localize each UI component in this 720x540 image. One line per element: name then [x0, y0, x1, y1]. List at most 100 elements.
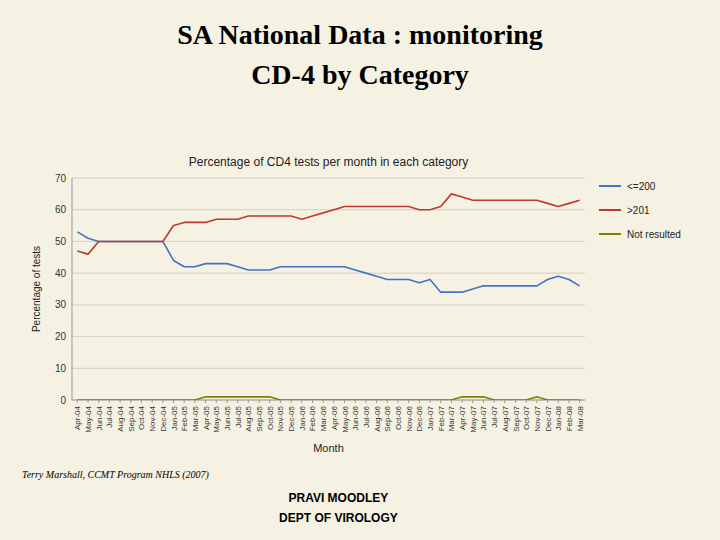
x-tick-label: Nov-05 [276, 405, 285, 431]
slide-title: SA National Data : monitoring [177, 19, 543, 50]
grid-line [72, 336, 585, 337]
x-tick [355, 400, 356, 403]
x-tick [205, 400, 206, 403]
legend: <=200 >201 Not resulted [599, 181, 681, 240]
x-tick-label: Apr-05 [202, 405, 211, 430]
x-tick [248, 400, 249, 403]
x-tick-label: Nov-06 [405, 405, 414, 431]
x-tick [579, 400, 580, 403]
x-tick [77, 400, 78, 403]
x-tick-label: Aug-06 [373, 405, 382, 431]
x-tick [259, 400, 260, 403]
slide-title: CD-4 by Category [251, 59, 469, 90]
x-tick-label: Sep-04 [127, 405, 136, 431]
x-tick-label: Apr-07 [458, 405, 467, 430]
series-line [77, 194, 579, 254]
legend-label: Not resulted [627, 229, 681, 240]
x-tick [162, 400, 163, 403]
y-tick-label: 10 [55, 363, 67, 374]
y-tick-label: 50 [55, 236, 67, 247]
x-tick-label: Jul-07 [490, 405, 499, 427]
slide: SA National Data : monitoring CD-4 by Cat… [0, 0, 720, 540]
x-tick [387, 400, 388, 403]
x-tick [237, 400, 238, 403]
x-tick-label: Apr-04 [73, 405, 82, 430]
x-tick-label: Jun-04 [95, 405, 104, 430]
grid-line [72, 273, 585, 274]
series-line [77, 397, 579, 400]
x-tick-label: Oct-07 [522, 405, 531, 430]
x-tick-label: Oct-06 [394, 405, 403, 430]
x-tick [568, 400, 569, 403]
x-tick [98, 400, 99, 403]
x-tick [173, 400, 174, 403]
plot-area [77, 194, 579, 400]
x-tick [504, 400, 505, 403]
x-tick-label: Aug-07 [501, 405, 510, 431]
x-tick-label: Feb-07 [437, 405, 446, 431]
grid-line [72, 368, 585, 369]
x-tick [376, 400, 377, 403]
y-tick-label: 60 [55, 204, 67, 215]
x-tick [526, 400, 527, 403]
x-tick [440, 400, 441, 403]
x-tick-label: Jan-07 [426, 405, 435, 430]
x-tick [462, 400, 463, 403]
legend-label: >201 [627, 205, 650, 216]
grid-line [72, 209, 585, 210]
y-tick-label: 70 [55, 173, 67, 184]
x-tick-label: Oct-04 [137, 405, 146, 430]
x-tick-label: Jan-06 [298, 405, 307, 430]
x-tick [472, 400, 473, 403]
x-tick [494, 400, 495, 403]
legend-label: <=200 [627, 181, 656, 192]
footer-credit: Terry Marshall, CCMT Program NHLS (2007) [22, 469, 210, 481]
legend-swatch [599, 185, 621, 187]
x-tick-label: Sep-05 [255, 405, 264, 431]
footer-text: DEPT OF VIROLOGY [279, 511, 398, 525]
x-tick [152, 400, 153, 403]
x-tick [451, 400, 452, 403]
x-tick [184, 400, 185, 403]
x-tick-label: Dec-04 [159, 405, 168, 431]
x-tick [301, 400, 302, 403]
y-tick-label: 40 [55, 268, 67, 279]
x-tick [365, 400, 366, 403]
x-tick [483, 400, 484, 403]
x-tick-label: Jun-05 [223, 405, 232, 430]
grid-line [72, 178, 585, 179]
x-tick [312, 400, 313, 403]
y-axis-label: Percentage of tests [31, 246, 42, 332]
grid [72, 178, 585, 400]
x-tick-label: Mar-08 [576, 405, 585, 431]
x-tick [558, 400, 559, 403]
x-tick-label: May-04 [84, 405, 93, 432]
x-tick [280, 400, 281, 403]
x-tick [226, 400, 227, 403]
x-tick-label: Mar-06 [319, 405, 328, 431]
x-tick-label: Aug-04 [116, 405, 125, 431]
x-tick-label: Oct-05 [266, 405, 275, 430]
x-tick-label: Jan-05 [170, 405, 179, 430]
x-tick-label: May-06 [341, 405, 350, 432]
legend-swatch [599, 209, 621, 211]
x-tick-label: Feb-05 [180, 405, 189, 431]
x-tick-label: Mar-07 [447, 405, 456, 431]
x-tick [408, 400, 409, 403]
x-tick [430, 400, 431, 403]
x-tick-label: Jul-04 [105, 405, 114, 427]
x-tick [269, 400, 270, 403]
x-tick [397, 400, 398, 403]
chart-title: Percentage of CD4 tests per month in eac… [189, 155, 469, 169]
x-tick [291, 400, 292, 403]
footer-text: PRAVI MOODLEY [289, 491, 389, 505]
x-tick-label: Nov-07 [533, 405, 542, 431]
x-tick [194, 400, 195, 403]
x-tick-label: Dec-07 [544, 405, 553, 431]
x-tick-label: Feb-08 [565, 405, 574, 431]
x-tick [323, 400, 324, 403]
x-axis-label: Month [313, 442, 344, 454]
x-tick-label: Nov-04 [148, 405, 157, 431]
x-tick-label: Jun-07 [479, 405, 488, 430]
x-tick-label: May-07 [469, 405, 478, 432]
